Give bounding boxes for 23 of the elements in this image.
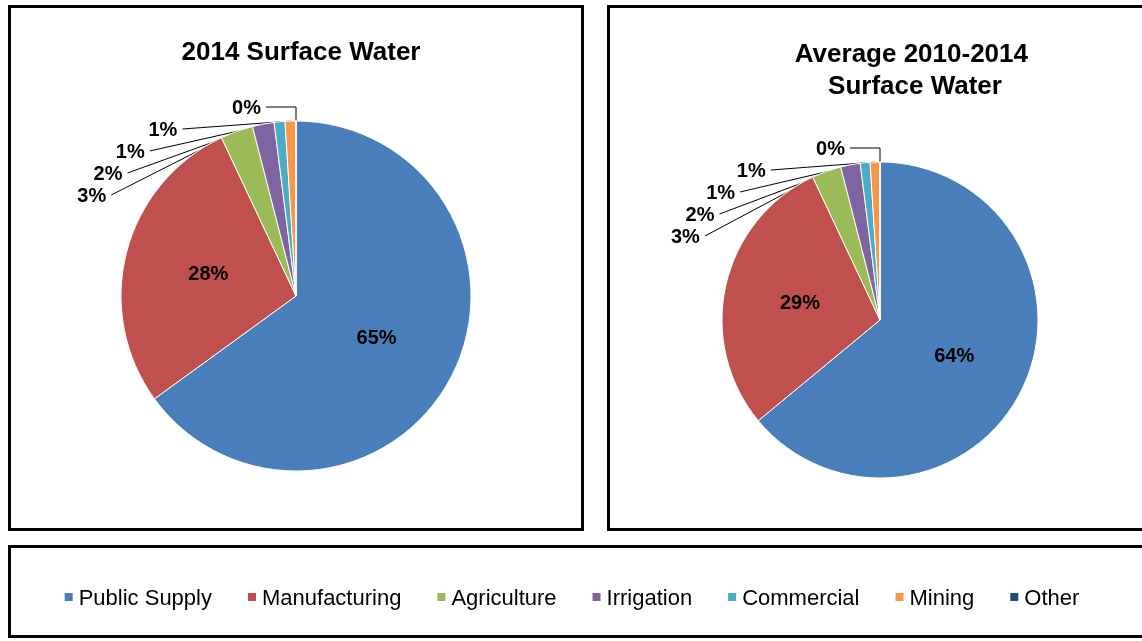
legend-label: Mining [909,584,975,610]
data-label: 64% [934,343,975,366]
data-label: 29% [779,291,821,314]
legend-label: Agriculture [451,584,557,610]
data-label: 1% [115,140,145,162]
legend-label: Commercial [742,584,860,610]
legend-label: Irrigation [606,584,693,610]
chart-title: 2014 Surface Water [181,36,421,66]
data-label: 1% [148,118,178,140]
legend-label: Other [1024,584,1080,610]
data-label: 2% [685,203,715,225]
data-label: 65% [356,326,397,349]
data-label: 3% [670,225,701,247]
data-label: 3% [77,184,107,206]
data-label: 1% [706,181,736,203]
legend-label: Manufacturing [261,584,402,610]
legend-label: Public Supply [78,584,212,610]
text: 0% [232,96,261,118]
text: 0% [816,137,845,159]
chart-title: Average 2010-2014 Surface Water [794,38,1036,100]
data-label: 2% [93,162,123,184]
data-label: 1% [736,159,766,181]
data-label: 28% [188,262,229,285]
